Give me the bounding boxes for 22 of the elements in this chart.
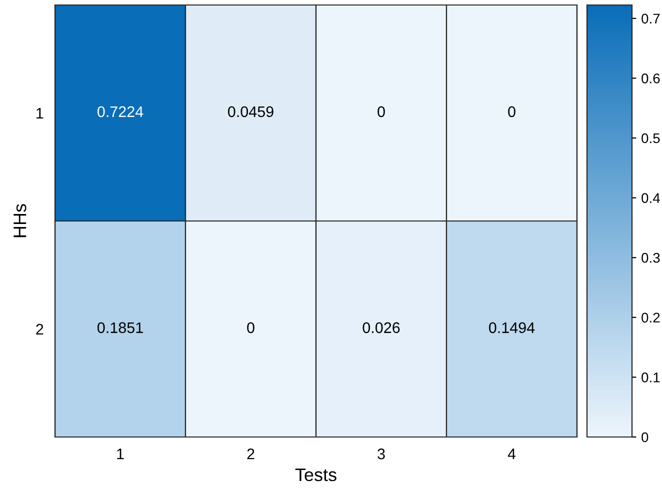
- color-bar-label: 0.1: [642, 372, 660, 382]
- color-bar-label: 0.4: [642, 193, 660, 203]
- color-bar-label: 0: [642, 432, 648, 442]
- color-bar-label: 0.3: [642, 252, 660, 263]
- x-tick-label: 1: [117, 448, 124, 460]
- x-tick-label: 3: [378, 448, 385, 460]
- data-label: 0.0459: [228, 106, 274, 118]
- data-label: 0: [247, 322, 254, 334]
- color-bar-label: 0.5: [642, 133, 660, 144]
- data-label: 0.1851: [97, 322, 143, 334]
- data-label: 0: [378, 106, 385, 118]
- x-tick-label: 2: [247, 448, 254, 460]
- data-label: 0.026: [362, 322, 400, 334]
- data-label: 0.1494: [488, 322, 535, 334]
- data-label: 0: [508, 106, 516, 118]
- color-bar-label: 0.2: [642, 312, 660, 323]
- x-tick-label: 4: [508, 448, 516, 460]
- color-bar-label: 0.7: [642, 14, 660, 24]
- data-label: 0.7224: [97, 106, 144, 118]
- x-axis-title: Tests: [295, 468, 336, 482]
- y-axis-title: HHs: [14, 204, 26, 238]
- color-bar-label: 0.6: [642, 74, 660, 84]
